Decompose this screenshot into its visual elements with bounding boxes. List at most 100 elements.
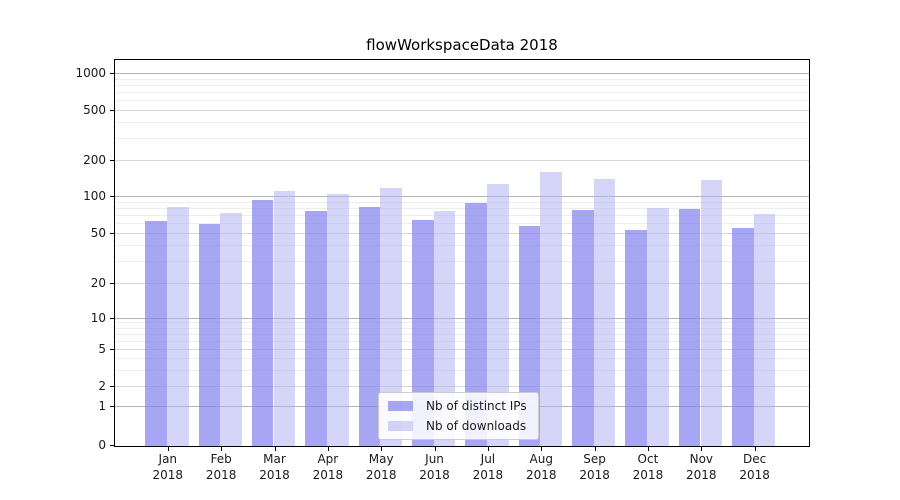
bar-downloads-sep — [593, 179, 616, 446]
bar-downloads-may — [380, 188, 402, 446]
minor-gridline — [115, 223, 809, 225]
x-tick-label: Feb 2018 — [205, 452, 237, 482]
y-tick-label: 5 — [98, 342, 106, 356]
bar-distinct-ips-dec — [732, 227, 754, 446]
bar-downloads-oct — [647, 207, 669, 446]
x-tick-label: May 2018 — [365, 452, 397, 482]
y-tick-label: 20 — [90, 276, 106, 290]
y-tick-label: 50 — [90, 226, 106, 240]
bar-downloads-dec — [753, 213, 776, 446]
gridline — [115, 110, 809, 111]
y-tick-label: 1 — [98, 399, 106, 413]
y-tick-mark — [110, 386, 114, 387]
x-tick-label: Dec 2018 — [739, 452, 770, 482]
x-tick-mark — [647, 447, 649, 451]
y-tick-mark — [110, 406, 114, 407]
gridline — [115, 160, 809, 161]
bar-distinct-ips-mar — [251, 200, 274, 446]
minor-gridline — [115, 207, 809, 209]
legend-item-distinct-ips: Nb of distinct IPs — [388, 398, 527, 414]
gridline — [115, 233, 809, 234]
major-gridline — [115, 317, 809, 319]
bar-distinct-ips-may — [358, 207, 381, 446]
x-tick-label: Jul 2018 — [472, 452, 504, 482]
bar-downloads-mar — [273, 190, 296, 446]
x-tick-mark — [274, 447, 276, 451]
y-tick-mark — [110, 160, 114, 161]
legend-swatch-distinct-ips — [388, 401, 413, 411]
minor-gridline — [115, 322, 809, 324]
gridline — [115, 283, 809, 284]
y-tick-label: 10 — [90, 310, 106, 325]
y-tick-mark — [110, 445, 114, 446]
minor-gridline — [115, 327, 809, 329]
bar-distinct-ips-nov — [678, 208, 701, 446]
minor-gridline — [115, 122, 809, 124]
bar-distinct-ips-jun — [411, 219, 434, 446]
bar-distinct-ips-aug — [518, 226, 541, 446]
x-tick-label: Oct 2018 — [632, 452, 664, 482]
bar-distinct-ips-oct — [625, 229, 647, 446]
y-tick-mark — [110, 317, 114, 319]
x-tick-mark — [434, 447, 436, 451]
x-tick-label: Sep 2018 — [579, 452, 610, 482]
legend: Nb of distinct IPs Nb of downloads — [378, 392, 539, 440]
y-tick-label: 200 — [83, 153, 106, 167]
chart-title: flowWorkspaceData 2018 — [366, 36, 558, 54]
minor-gridline — [115, 333, 809, 335]
bar-downloads-jun — [433, 211, 456, 446]
legend-swatch-downloads — [388, 421, 413, 431]
bar-distinct-ips-apr — [305, 211, 327, 446]
minor-gridline — [115, 358, 809, 359]
x-tick-label: Jun 2018 — [419, 452, 450, 482]
major-gridline — [115, 73, 809, 74]
minor-gridline — [115, 92, 809, 94]
y-tick-mark — [110, 349, 114, 350]
gridline — [115, 386, 809, 387]
x-tick-label: Aug 2018 — [525, 452, 557, 482]
minor-gridline — [115, 340, 809, 342]
y-tick-label: 2 — [98, 379, 106, 393]
legend-label: Nb of downloads — [426, 419, 527, 433]
y-tick-label: 500 — [83, 103, 106, 117]
y-tick-mark — [110, 73, 114, 74]
y-tick-mark — [110, 110, 114, 111]
minor-gridline — [115, 78, 809, 80]
x-tick-mark — [221, 447, 223, 451]
legend-label: Nb of distinct IPs — [426, 399, 527, 413]
y-tick-label: 0 — [98, 438, 106, 452]
bar-downloads-jul — [487, 183, 509, 446]
x-tick-mark — [167, 447, 169, 451]
x-tick-label: Jan 2018 — [152, 452, 184, 482]
minor-gridline — [115, 100, 809, 102]
bar-downloads-nov — [700, 180, 723, 446]
x-tick-mark — [381, 447, 383, 451]
bar-distinct-ips-feb — [198, 224, 221, 446]
bar-distinct-ips-sep — [572, 209, 594, 446]
minor-gridline — [115, 137, 809, 139]
x-tick-mark — [541, 447, 543, 451]
x-tick-mark — [594, 447, 596, 451]
bar-distinct-ips-jul — [465, 202, 487, 446]
bar-downloads-jan — [167, 207, 189, 446]
x-tick-label: Mar 2018 — [259, 452, 290, 482]
y-tick-label: 1000 — [75, 66, 106, 80]
minor-gridline — [115, 260, 809, 262]
y-tick-mark — [110, 233, 114, 234]
x-tick-mark — [327, 447, 329, 451]
legend-item-downloads: Nb of downloads — [388, 418, 527, 434]
bar-distinct-ips-jan — [145, 220, 167, 446]
minor-gridline — [115, 245, 809, 247]
minor-gridline — [115, 215, 809, 217]
bar-downloads-aug — [540, 172, 563, 446]
minor-gridline — [115, 201, 809, 203]
bar-downloads-feb — [220, 212, 242, 446]
minor-gridline — [115, 84, 809, 86]
x-tick-mark — [754, 447, 756, 451]
gridline — [115, 349, 809, 350]
y-tick-mark — [110, 283, 114, 284]
x-tick-label: Apr 2018 — [312, 452, 344, 482]
y-tick-label: 100 — [83, 189, 106, 203]
x-tick-label: Nov 2018 — [686, 452, 717, 482]
